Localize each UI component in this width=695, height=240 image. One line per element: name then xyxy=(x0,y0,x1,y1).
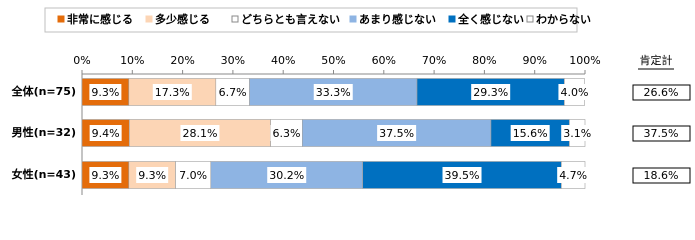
value-label: 9.3% xyxy=(91,169,119,182)
legend-box xyxy=(44,7,578,33)
value-label: 39.5% xyxy=(445,169,480,182)
y-tick-label: 男性(n=32) xyxy=(12,125,76,139)
legend-label: わからない xyxy=(536,13,591,26)
value-label-bg xyxy=(267,167,307,183)
y-tick-label: 全体(n=75) xyxy=(11,84,76,98)
value-label-bg xyxy=(313,84,353,100)
x-tick-label: 40% xyxy=(271,54,295,67)
value-label: 4.7% xyxy=(559,169,587,182)
total-box xyxy=(632,167,691,184)
legend-label: あまり感じない xyxy=(359,12,436,26)
x-tick-label: 30% xyxy=(221,54,245,67)
x-tick-label: 0% xyxy=(73,54,90,67)
x-tick-label: 60% xyxy=(372,54,396,67)
value-label-bg xyxy=(89,84,122,100)
value-label-bg xyxy=(177,167,210,183)
value-label: 9.3% xyxy=(138,169,166,182)
x-tick-label: 20% xyxy=(170,54,194,67)
x-tick-label: 100% xyxy=(569,54,600,67)
value-label-bg xyxy=(180,125,220,141)
value-label-bg xyxy=(152,84,192,100)
legend-label: 全く感じない xyxy=(457,12,524,26)
x-tick-label: 10% xyxy=(120,54,144,67)
total-box xyxy=(632,125,691,142)
value-label-bg xyxy=(471,84,511,100)
x-tick-label: 50% xyxy=(321,54,345,67)
legend-label: 非常に感じる xyxy=(67,12,133,26)
x-tick-label: 90% xyxy=(522,54,546,67)
value-label: 7.0% xyxy=(179,169,207,182)
value-label: 15.6% xyxy=(513,127,548,140)
total-box xyxy=(632,84,691,101)
total-value: 18.6% xyxy=(644,169,679,182)
value-label-bg xyxy=(557,167,590,183)
legend-marker xyxy=(349,15,357,23)
legend-marker xyxy=(448,15,456,23)
legend-label: 多少感じる xyxy=(155,12,210,26)
chart: 肯定計 0% 10% 20% 30% 40% 50% 60% 70% 80% 90% 100% 非常に… xyxy=(11,7,691,195)
value-label: 28.1% xyxy=(182,127,217,140)
value-label: 29.3% xyxy=(473,86,508,99)
value-label-bg xyxy=(510,125,550,141)
value-label-bg xyxy=(377,125,417,141)
value-label-bg xyxy=(558,84,591,100)
value-label: 9.3% xyxy=(91,86,119,99)
value-label-bg xyxy=(216,84,249,100)
value-label-bg xyxy=(561,125,594,141)
value-label-bg xyxy=(270,125,303,141)
legend-marker xyxy=(526,15,534,23)
value-label: 17.3% xyxy=(155,86,190,99)
legend-marker xyxy=(231,15,239,23)
value-label: 6.3% xyxy=(272,127,300,140)
value-label-bg xyxy=(442,167,482,183)
x-tick-label: 80% xyxy=(472,54,496,67)
total-value: 26.6% xyxy=(644,86,679,99)
value-label-bg xyxy=(136,167,169,183)
value-label: 30.2% xyxy=(269,169,304,182)
value-label-bg xyxy=(89,167,122,183)
value-label: 33.3% xyxy=(316,86,351,99)
total-title: 肯定計 xyxy=(640,53,673,67)
value-label: 9.4% xyxy=(92,127,120,140)
legend-marker xyxy=(57,15,65,23)
value-label: 37.5% xyxy=(379,127,414,140)
value-label: 4.0% xyxy=(560,86,588,99)
total-value: 37.5% xyxy=(644,127,679,140)
value-label: 6.7% xyxy=(219,86,247,99)
legend-label: どちらとも言えない xyxy=(241,12,340,26)
value-label-bg xyxy=(89,125,122,141)
value-label: 3.1% xyxy=(563,127,591,140)
y-tick-label: 女性(n=43) xyxy=(12,167,76,181)
legend-marker xyxy=(145,15,153,23)
x-tick-label: 70% xyxy=(422,54,446,67)
